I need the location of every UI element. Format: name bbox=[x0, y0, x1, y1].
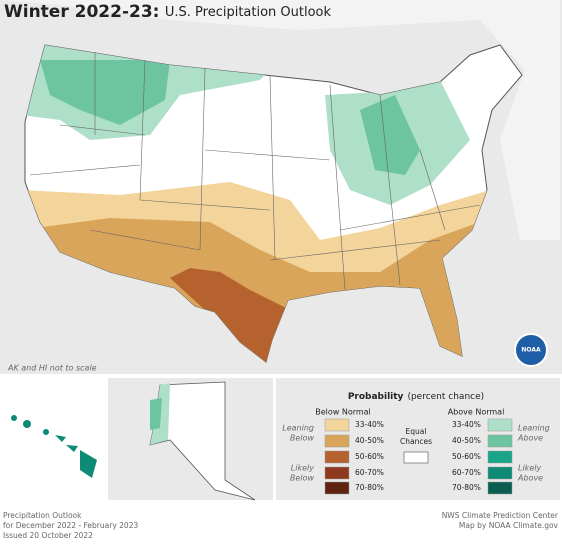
legend-panel bbox=[276, 378, 560, 500]
legend-swatch bbox=[324, 481, 350, 495]
legend-swatch bbox=[324, 434, 350, 448]
legend-bin-label: 70-80% bbox=[452, 483, 481, 492]
hi-panel bbox=[0, 378, 105, 500]
legend-group-label: Below bbox=[290, 474, 315, 483]
logo-text: NOAA bbox=[521, 347, 541, 354]
legend-swatch bbox=[324, 418, 350, 432]
title-bold: Winter 2022-23: bbox=[4, 2, 159, 22]
logo bbox=[514, 333, 548, 367]
footer-right: NWS Climate Prediction Center bbox=[442, 511, 559, 520]
ak-above bbox=[150, 398, 162, 430]
legend-swatch bbox=[487, 434, 513, 448]
legend-swatch bbox=[487, 481, 513, 495]
footer-left: Issued 20 October 2022 bbox=[3, 531, 93, 540]
hawaii bbox=[11, 415, 97, 478]
legend-bin-label: 60-70% bbox=[355, 468, 384, 477]
title: Winter 2022-23: U.S. Precipitation Outlo… bbox=[4, 2, 332, 22]
legend-bin-label: 70-80% bbox=[355, 483, 384, 492]
above-nw bbox=[40, 60, 170, 125]
legend-equal-label: Equal bbox=[406, 427, 427, 436]
legend-bin-label: 40-50% bbox=[452, 436, 481, 445]
legend-group-label: Likely bbox=[518, 464, 541, 473]
legend-swatch bbox=[324, 466, 350, 480]
legend-title: Probability bbox=[348, 392, 404, 402]
legend-side-heading: Below Normal bbox=[315, 408, 371, 417]
legend-group-label: Above bbox=[517, 434, 543, 443]
legend: Probability (percent chance) Below Normal 3… bbox=[282, 392, 550, 495]
land bbox=[0, 0, 560, 240]
legend-side-heading: Above Normal bbox=[448, 408, 505, 417]
footer-right: Map by NOAA Climate.gov bbox=[459, 521, 559, 530]
legend-group-label: Likely bbox=[291, 464, 314, 473]
footer-left: Precipitation Outlook bbox=[3, 511, 82, 520]
legend-bin-label: 60-70% bbox=[452, 468, 481, 477]
below-texas bbox=[170, 268, 290, 362]
footer-left: for December 2022 - February 2023 bbox=[3, 521, 138, 530]
legend-bin-label: 33-40% bbox=[452, 420, 481, 429]
legend-swatch bbox=[324, 450, 350, 464]
legend-bin-label: 33-40% bbox=[355, 420, 384, 429]
legend-bin-label: 50-60% bbox=[452, 452, 481, 461]
legend-bin-label: 50-60% bbox=[355, 452, 384, 461]
legend-group-label: Below bbox=[290, 434, 315, 443]
legend-swatch bbox=[487, 450, 513, 464]
legend-swatch bbox=[487, 466, 513, 480]
legend-group-label: Leaning bbox=[518, 424, 550, 433]
legend-equal-label: Chances bbox=[400, 437, 432, 446]
legend-heading: Probability (percent chance) bbox=[348, 392, 484, 402]
state-lines bbox=[29, 52, 481, 291]
title-rest: U.S. Precipitation Outlook bbox=[165, 5, 332, 20]
legend-equal-swatch bbox=[403, 451, 429, 464]
map-note: AK and HI not to scale bbox=[7, 364, 97, 373]
legend-subtitle: (percent chance) bbox=[407, 392, 484, 402]
legend-group-label: Above bbox=[517, 474, 543, 483]
above-lakes bbox=[360, 95, 420, 175]
legend-swatch bbox=[487, 418, 513, 432]
legend-bin-label: 40-50% bbox=[355, 436, 384, 445]
legend-group-label: Leaning bbox=[282, 424, 314, 433]
